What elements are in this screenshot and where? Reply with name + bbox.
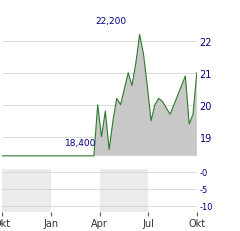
Text: 18,400: 18,400 [65, 138, 96, 147]
Bar [100, 169, 148, 213]
Text: 22,200: 22,200 [95, 17, 126, 26]
Bar [148, 169, 197, 213]
Bar [2, 169, 51, 213]
Bar [51, 169, 100, 213]
